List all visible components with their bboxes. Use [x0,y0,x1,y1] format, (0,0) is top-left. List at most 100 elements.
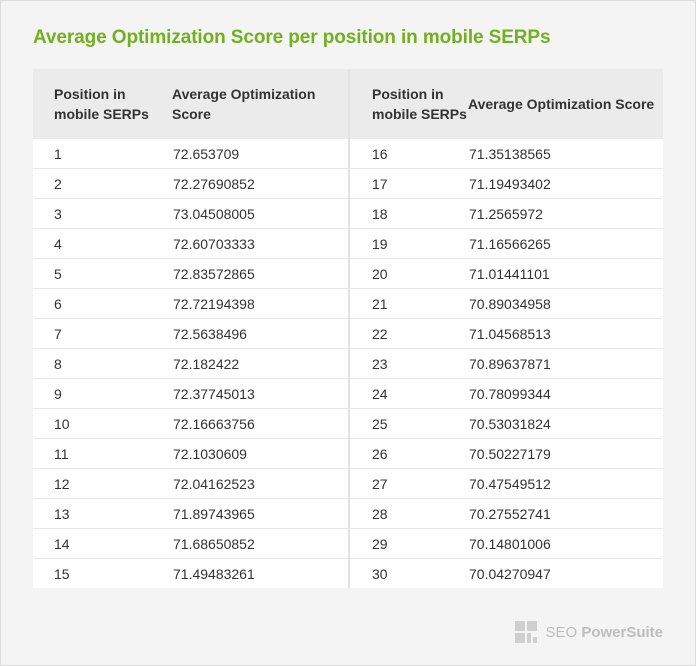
position-cell: 18 [350,198,468,229]
score-cell: 71.16566265 [468,228,663,259]
seo-powersuite-logo-icon [515,621,538,643]
score-cell: 70.89034958 [468,288,663,319]
table-header-row: Position in mobile SERPs Average Optimiz… [350,69,663,139]
table-row: 29 70.14801006 [350,528,663,559]
position-cell: 2 [33,168,172,199]
table-row: 23 70.89637871 [350,348,663,379]
score-cell: 70.50227179 [468,438,663,469]
position-cell: 27 [350,468,468,499]
table-row: 15 71.49483261 [33,559,348,589]
table-row: 18 71.2565972 [350,198,663,229]
score-cell: 70.04270947 [469,565,551,582]
score-cell: 72.04162523 [172,468,348,499]
logo-text: SEO PowerSuite [545,624,663,641]
position-cell: 5 [33,258,172,289]
score-cell: 72.72194398 [172,288,348,319]
position-cell: 26 [350,438,468,469]
position-cell: 13 [33,498,172,529]
position-cell: 8 [33,348,172,379]
score-cell: 72.1030609 [172,438,348,469]
score-cell: 71.49483261 [173,565,255,582]
table-row: 5 72.83572865 [33,258,348,289]
table-row: 17 71.19493402 [350,168,663,199]
table-row: 1 72.653709 [33,139,348,169]
position-cell: 4 [33,228,172,259]
score-cell: 71.01441101 [468,258,663,289]
score-cell: 71.19493402 [468,168,663,199]
position-column-header: Position in mobile SERPs [350,69,468,139]
position-cell: 20 [350,258,468,289]
page-title: Average Optimization Score per position … [33,27,551,48]
score-cell: 70.14801006 [468,528,663,559]
table-row: 4 72.60703333 [33,228,348,259]
position-cell: 15 [54,565,70,582]
table-row: 24 70.78099344 [350,378,663,409]
position-cell: 14 [33,528,172,559]
table-row: 19 71.16566265 [350,228,663,259]
table-row: 3 73.04508005 [33,198,348,229]
position-cell: 29 [350,528,468,559]
score-cell: 72.60703333 [172,228,348,259]
table-row: 12 72.04162523 [33,468,348,499]
position-cell: 7 [33,318,172,349]
position-cell: 9 [33,378,172,409]
logo-text-bold: PowerSuite [581,623,663,641]
score-cell: 71.68650852 [172,528,348,559]
position-cell: 11 [33,438,172,469]
score-cell: 72.83572865 [172,258,348,289]
position-cell: 19 [350,228,468,259]
table-divider [348,69,350,588]
position-cell: 12 [33,468,172,499]
table-row: 20 71.01441101 [350,258,663,289]
score-cell: 71.04568513 [468,318,663,349]
score-column-header: Average Optimization Score [172,69,348,139]
table-row: 21 70.89034958 [350,288,663,319]
position-column-header: Position in mobile SERPs [33,69,172,139]
score-cell: 72.16663756 [172,408,348,439]
table-header-row: Position in mobile SERPs Average Optimiz… [33,69,348,139]
position-cell: 21 [350,288,468,319]
position-cell: 3 [33,198,172,229]
score-cell: 73.04508005 [172,198,348,229]
position-cell: 22 [350,318,468,349]
position-cell: 28 [350,498,468,529]
score-cell: 70.27552741 [468,498,663,529]
table-row: 27 70.47549512 [350,468,663,499]
score-column-header: Average Optimization Score [468,69,663,139]
score-cell: 72.182422 [172,348,348,379]
position-cell: 16 [350,139,468,169]
table-row: 10 72.16663756 [33,408,348,439]
position-cell: 30 [372,565,388,582]
table-row: 9 72.37745013 [33,378,348,409]
score-table-right: Position in mobile SERPs Average Optimiz… [350,69,663,588]
position-cell: 24 [350,378,468,409]
score-tables: Position in mobile SERPs Average Optimiz… [33,69,663,588]
table-row: 25 70.53031824 [350,408,663,439]
position-cell: 23 [350,348,468,379]
score-cell: 71.2565972 [468,198,663,229]
seo-powersuite-logo: SEO PowerSuite [515,621,663,643]
score-cell: 70.78099344 [468,378,663,409]
score-table-left: Position in mobile SERPs Average Optimiz… [33,69,348,588]
position-cell: 17 [350,168,468,199]
position-cell: 6 [33,288,172,319]
table-row: 16 71.35138565 [350,139,663,169]
table-row: 14 71.68650852 [33,528,348,559]
score-cell: 71.89743965 [172,498,348,529]
table-row: 11 72.1030609 [33,438,348,469]
table-row: 26 70.50227179 [350,438,663,469]
score-cell: 72.27690852 [172,168,348,199]
table-row: 8 72.182422 [33,348,348,379]
table-body-left: 1 72.653709 2 72.27690852 3 73.04508005 4 72.60… [33,139,348,588]
table-row: 6 72.72194398 [33,288,348,319]
score-cell: 72.653709 [172,139,348,169]
table-body-right: 16 71.35138565 17 71.19493402 18 71.2565972 19… [350,139,663,588]
table-row: 22 71.04568513 [350,318,663,349]
table-row: 28 70.27552741 [350,498,663,529]
position-cell: 10 [33,408,172,439]
table-row: 7 72.5638496 [33,318,348,349]
logo-text-light: SEO [545,623,582,641]
position-cell: 25 [350,408,468,439]
score-cell: 72.5638496 [172,318,348,349]
score-cell: 70.47549512 [468,468,663,499]
